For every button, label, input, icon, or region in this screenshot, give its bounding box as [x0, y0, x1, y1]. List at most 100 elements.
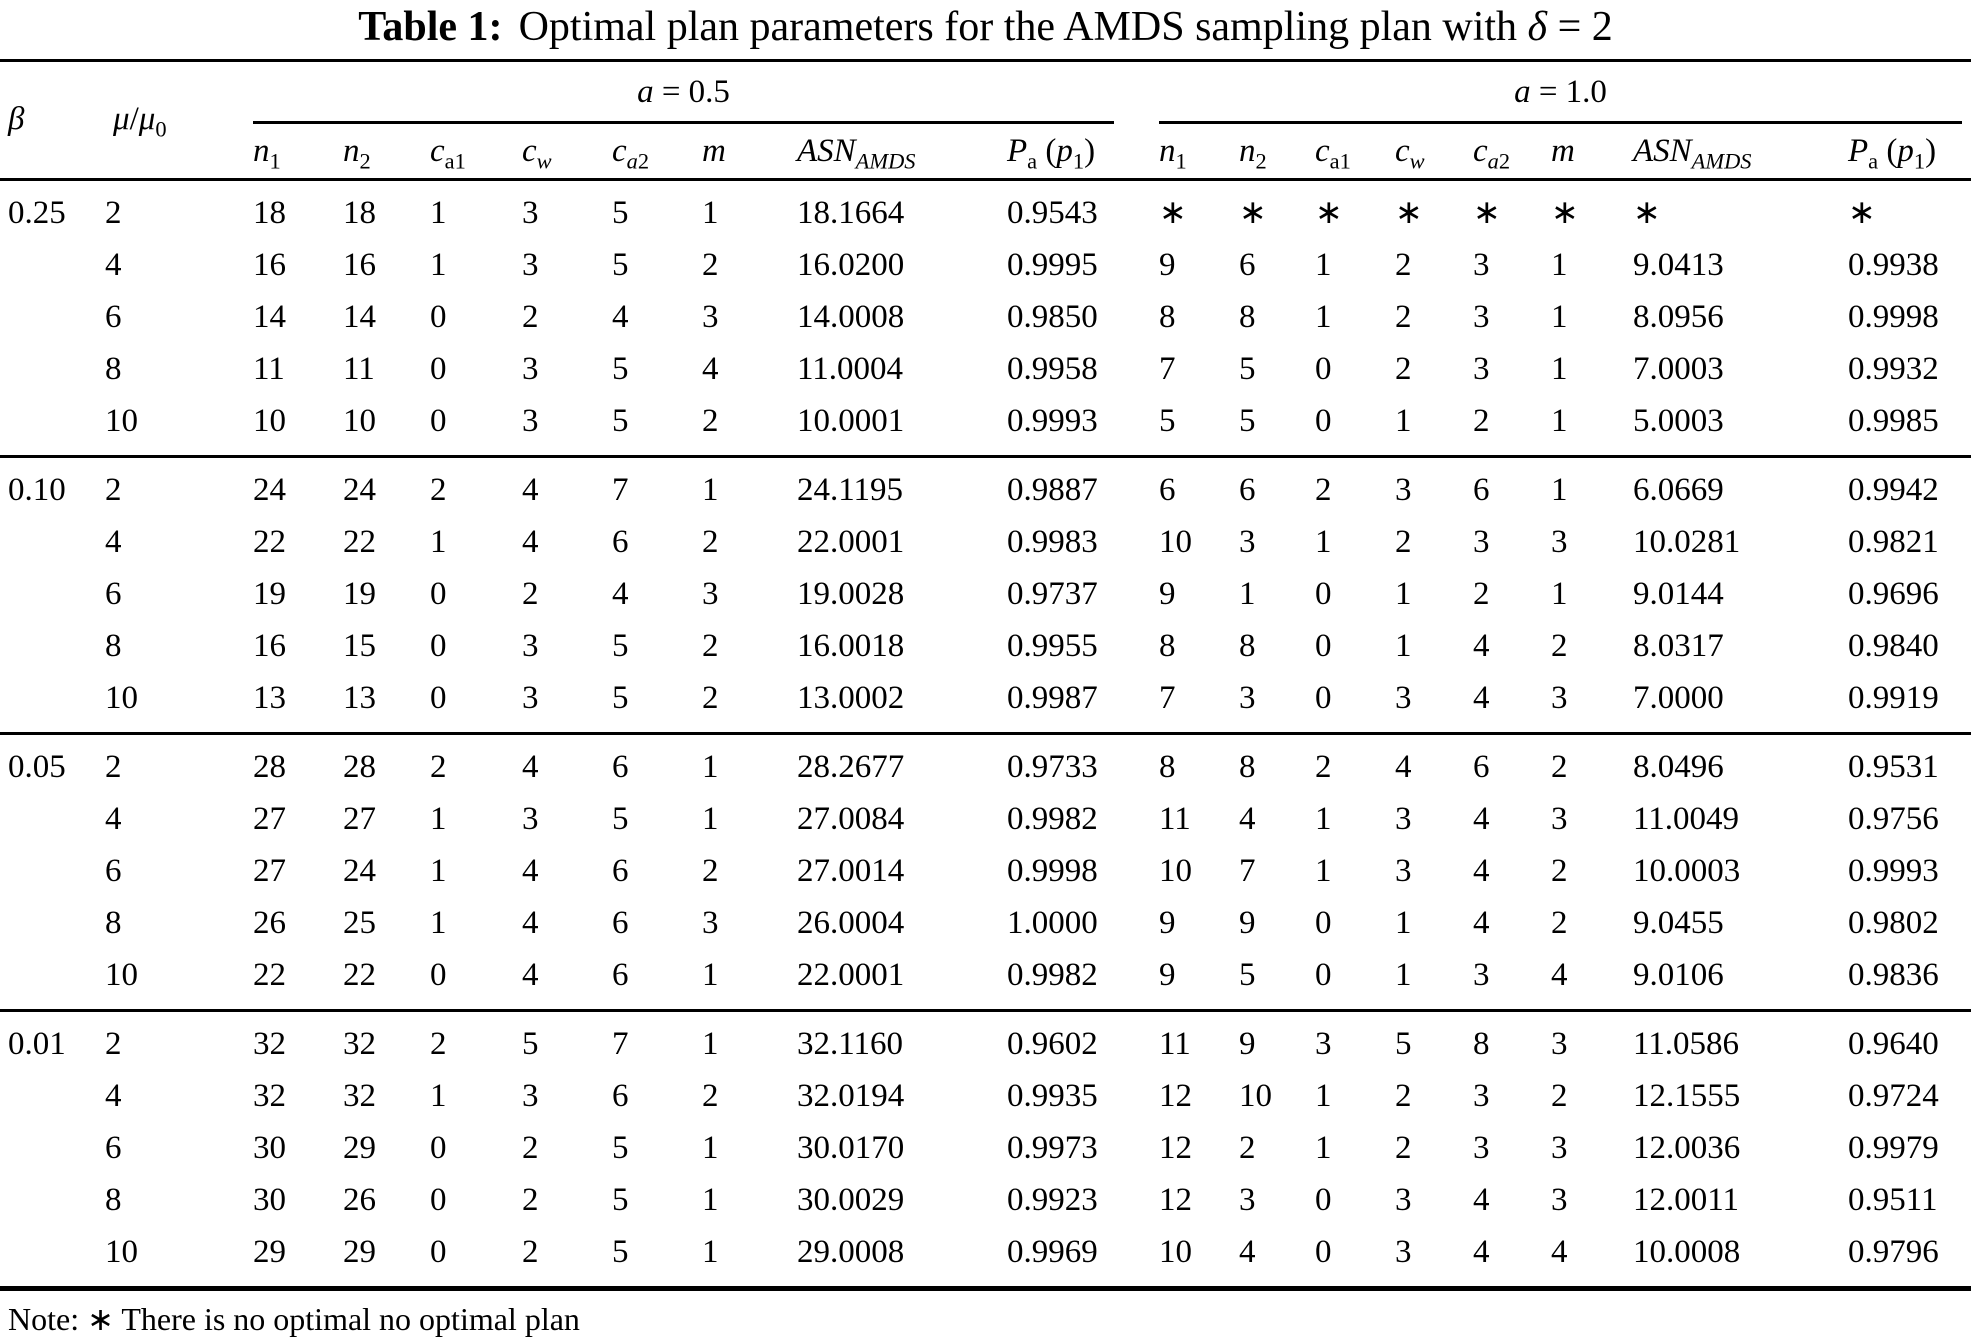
data-cell-a10-m: 3 [1551, 801, 1568, 838]
beta-cell [0, 569, 105, 621]
data-cell-a05-n2: 11 [343, 351, 375, 388]
data-cell-a10-n2: 4 [1239, 801, 1256, 838]
data-cell-a10-asn-amds: 5.0003 [1633, 403, 1724, 440]
mu-ratio-cell: 10 [105, 403, 138, 440]
data-cell-a10-m: 4 [1551, 957, 1568, 994]
data-cell-a10-n2: 8 [1239, 628, 1256, 665]
group-label-a05: a = 0.5 [253, 70, 1114, 125]
mu-ratio-cell: 8 [105, 351, 122, 388]
data-cell-a05-ca1: 0 [430, 1130, 447, 1167]
data-cell-a10-n1: 9 [1159, 957, 1176, 994]
data-cell-a05-n1: 27 [253, 853, 286, 890]
data-cell-a10-n2: 3 [1239, 680, 1256, 717]
data-cell-a05-n2: 27 [343, 801, 376, 838]
data-cell-a10-pa-p1: 0.9836 [1848, 957, 1939, 994]
data-cell-a05-cw: 5 [522, 1026, 539, 1063]
data-cell-a10-asn-amds: 10.0281 [1633, 524, 1741, 561]
data-cell-a05-n2: 28 [343, 749, 376, 786]
data-cell-a05-ca1: 1 [430, 1078, 447, 1115]
data-cell-a10-m: 1 [1551, 403, 1568, 440]
mu-ratio-cell: 8 [105, 1182, 122, 1219]
data-cell-a10-n1: 11 [1159, 1026, 1191, 1063]
data-cell-a10-pa-p1: 0.9821 [1848, 524, 1939, 561]
data-cell-a05-ca2: 6 [612, 1078, 629, 1115]
data-cell-a05-m: 3 [702, 299, 719, 336]
table-row: 10 13 13 0 3 5 2 13.0002 0.9987 7 3 0 3 4 3 7.0000 0.991… [0, 673, 1971, 734]
data-cell-a05-ca1: 2 [430, 472, 447, 509]
data-cell-a10-ca2: 4 [1473, 853, 1490, 890]
data-cell-a10-m: 1 [1551, 351, 1568, 388]
beta-cell: 0.05 [8, 749, 66, 786]
data-cell-a05-n2: 19 [343, 576, 376, 613]
data-cell-a05-pa-p1: 0.9987 [1007, 680, 1098, 717]
mu-ratio-cell: 6 [105, 853, 122, 890]
data-cell-a10-cw: 1 [1395, 576, 1412, 613]
data-cell-a05-n1: 32 [253, 1078, 286, 1115]
data-cell-a10-cw: 1 [1395, 628, 1412, 665]
data-cell-a10-n1: 9 [1159, 905, 1176, 942]
data-cell-a10-m: 2 [1551, 628, 1568, 665]
data-cell-a10-ca2: 3 [1473, 299, 1490, 336]
data-cell-a05-m: 1 [702, 957, 719, 994]
data-cell-a10-ca1: 1 [1315, 1078, 1332, 1115]
data-cell-a10-ca1: 0 [1315, 1182, 1332, 1219]
data-cell-a10-pa-p1: 0.9796 [1848, 1234, 1939, 1271]
data-cell-a10-ca2: 4 [1473, 1234, 1490, 1271]
data-cell-a10-m: 3 [1551, 680, 1568, 717]
data-cell-a05-cw: 3 [522, 628, 539, 665]
data-cell-a05-n1: 27 [253, 801, 286, 838]
mu-ratio-cell: 4 [105, 524, 122, 561]
beta-cell: 0.10 [8, 472, 66, 509]
data-cell-a10-ca2: 3 [1473, 247, 1490, 284]
data-cell-a05-asn-amds: 26.0004 [797, 905, 905, 942]
mu-ratio-cell: 2 [105, 472, 122, 509]
data-cell-a05-m: 2 [702, 403, 719, 440]
data-cell-a10-m: 2 [1551, 1078, 1568, 1115]
data-cell-a05-ca2: 5 [612, 1234, 629, 1271]
data-cell-a05-pa-p1: 0.9733 [1007, 749, 1098, 786]
data-cell-a10-ca2: 3 [1473, 1078, 1490, 1115]
data-cell-a05-ca2: 4 [612, 299, 629, 336]
data-cell-a10-n1: 10 [1159, 524, 1192, 561]
data-cell-a10-cw: 1 [1395, 957, 1412, 994]
mu-ratio-cell: 6 [105, 1130, 122, 1167]
data-cell-a10-ca1: ∗ [1315, 195, 1343, 232]
mu-ratio-cell: 2 [105, 749, 122, 786]
data-cell-a05-ca2: 6 [612, 524, 629, 561]
col-header-a10-n2: n2 [1239, 133, 1267, 174]
data-cell-a05-asn-amds: 14.0008 [797, 299, 905, 336]
data-cell-a10-n2: 9 [1239, 1026, 1256, 1063]
data-cell-a10-cw: 1 [1395, 403, 1412, 440]
table-row: 8 16 15 0 3 5 2 16.0018 0.9955 8 8 0 1 4 2 8.0317 0.9840 [0, 621, 1971, 673]
data-cell-a10-n1: 8 [1159, 749, 1176, 786]
data-cell-a05-m: 4 [702, 351, 719, 388]
mu-ratio-cell: 6 [105, 299, 122, 336]
table-row: 0.10 2 24 24 2 4 7 1 24.1195 0.9887 6 6 2 3 6 1 6.0669 0.… [0, 457, 1971, 518]
data-cell-a05-ca1: 1 [430, 853, 447, 890]
beta-cell [0, 1071, 105, 1123]
data-cell-a10-asn-amds: 12.1555 [1633, 1078, 1741, 1115]
data-cell-a10-cw: 4 [1395, 749, 1412, 786]
col-header-a05-pa-p1: Pa (p1) [1007, 133, 1096, 174]
data-cell-a10-n2: 8 [1239, 299, 1256, 336]
data-cell-a10-m: 1 [1551, 299, 1568, 336]
data-cell-a10-m: 2 [1551, 853, 1568, 890]
data-cell-a10-n2: 5 [1239, 403, 1256, 440]
data-cell-a05-ca1: 0 [430, 351, 447, 388]
data-cell-a05-ca2: 6 [612, 957, 629, 994]
data-cell-a05-pa-p1: 0.9993 [1007, 403, 1098, 440]
data-cell-a05-pa-p1: 0.9850 [1007, 299, 1098, 336]
col-header-a10-cw: cw [1395, 133, 1425, 174]
data-cell-a10-cw: 3 [1395, 1234, 1412, 1271]
data-cell-a10-n1: 9 [1159, 576, 1176, 613]
data-cell-a10-ca1: 0 [1315, 576, 1332, 613]
col-header-a05-ca1: ca1 [430, 133, 466, 174]
data-cell-a10-ca1: 0 [1315, 1234, 1332, 1271]
beta-cell [0, 517, 105, 569]
data-cell-a10-n2: 7 [1239, 853, 1256, 890]
data-cell-a05-n2: 16 [343, 247, 376, 284]
data-cell-a10-cw: 3 [1395, 1182, 1412, 1219]
beta-block-0.05: 0.05 2 28 28 2 4 6 1 28.2677 0.9733 8 8 2 4 6 2 8.0496 0.… [0, 733, 1971, 1011]
data-cell-a10-n1: 9 [1159, 247, 1176, 284]
table-title-label: Table 1: [358, 4, 503, 50]
